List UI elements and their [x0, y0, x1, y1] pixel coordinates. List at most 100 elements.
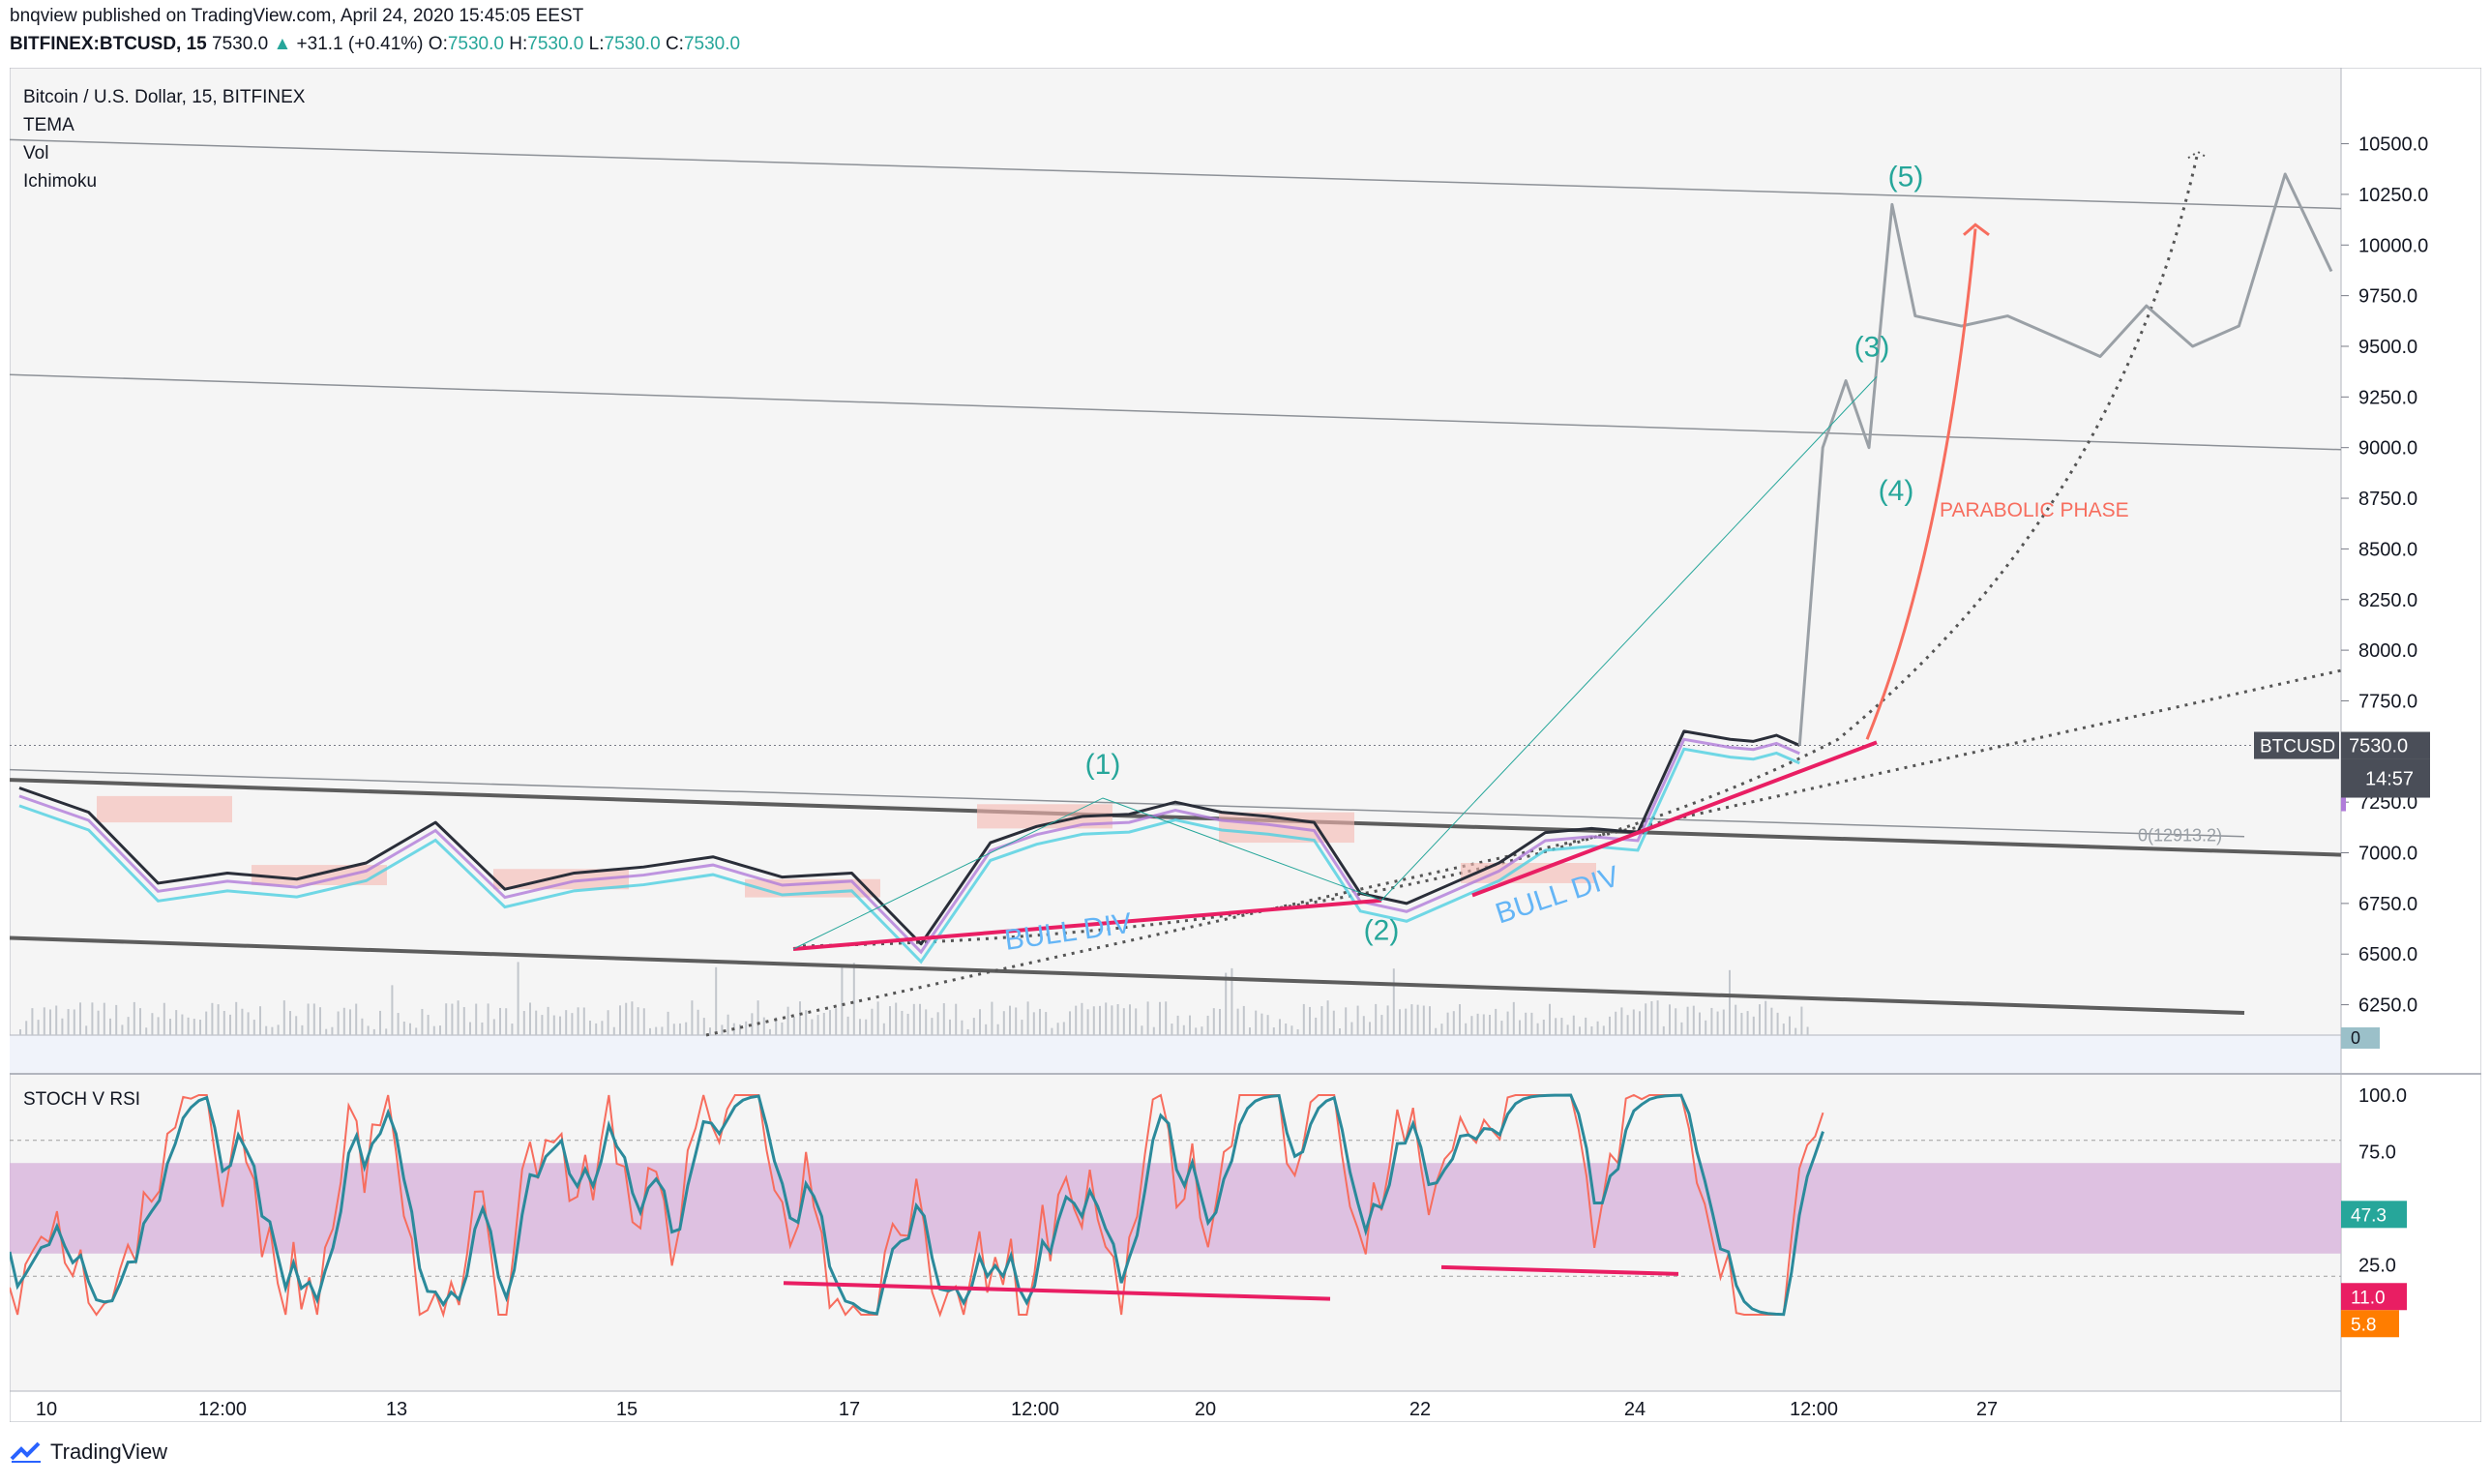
- x-tick-label: 13: [386, 1399, 407, 1420]
- legend-tema: TEMA: [23, 115, 74, 135]
- timer-tag: [2341, 758, 2430, 798]
- volume-bar: [1099, 1005, 1101, 1035]
- volume-bar: [1429, 1006, 1431, 1035]
- volume-bar: [1339, 1028, 1341, 1035]
- volume-bar: [1752, 1016, 1755, 1035]
- volume-bar: [745, 1021, 748, 1035]
- low-label: L:: [588, 34, 605, 54]
- volume-bar: [901, 1010, 904, 1035]
- volume-bar: [577, 1007, 579, 1035]
- volume-bar: [1710, 1007, 1713, 1035]
- volume-bar: [1146, 1001, 1149, 1035]
- volume-bar: [1770, 1007, 1773, 1035]
- volume-bar: [619, 1005, 621, 1035]
- volume-bar: [1452, 1011, 1455, 1035]
- wave-label: (2): [1364, 915, 1400, 947]
- volume-bar: [229, 1014, 231, 1035]
- time-axis[interactable]: [9, 1390, 2342, 1423]
- volume-bar: [552, 1015, 555, 1035]
- volume-bar: [1620, 1007, 1623, 1035]
- volume-bar: [1555, 1018, 1557, 1035]
- channel-upper-line: [9, 778, 2342, 857]
- volume-bar: [265, 1025, 268, 1035]
- volume-bar: [1056, 1023, 1059, 1035]
- volume-bar: [187, 1017, 190, 1035]
- volume-bar: [499, 1007, 501, 1035]
- stoch-k-tag-text: 11.0: [2351, 1288, 2386, 1308]
- volume-bar: [522, 1011, 525, 1035]
- volume-bar: [169, 1019, 171, 1035]
- volume-bar: [1032, 1012, 1035, 1035]
- footer: TradingView: [10, 1439, 167, 1465]
- volume-bar: [481, 1022, 484, 1035]
- wave-label: (3): [1854, 331, 1890, 363]
- osc-div-line-2: [1440, 1264, 1679, 1276]
- volume-bar: [1476, 1013, 1479, 1035]
- volume-bar: [421, 1008, 424, 1035]
- volume-bar: [367, 1025, 370, 1035]
- stoch-k-tag: [2341, 1283, 2407, 1311]
- volume-bar: [822, 1012, 825, 1035]
- volume-bar: [1722, 1009, 1725, 1035]
- volume-bar: [996, 1024, 999, 1035]
- symbol-tag: [2254, 731, 2339, 759]
- volume-bar: [1782, 1024, 1785, 1035]
- last-price: 7530.0: [212, 34, 269, 54]
- x-tick-label: 10: [36, 1399, 57, 1420]
- volume-bar: [1572, 1015, 1575, 1035]
- volume-bar: [1789, 1016, 1791, 1035]
- chart-area[interactable]: Bitcoin / U.S. Dollar, 15, BITFINEX TEMA…: [8, 67, 2482, 1423]
- y-tick-label: 6250.0: [2358, 995, 2417, 1017]
- volume-bar: [1465, 1023, 1468, 1035]
- volume-bar: [121, 1024, 124, 1035]
- volume-bar: [252, 1020, 255, 1035]
- volume-bar: [739, 1024, 741, 1035]
- y-tick-label: 6500.0: [2358, 944, 2417, 965]
- volume-bar: [342, 1007, 345, 1035]
- volume-bar: [1260, 1013, 1263, 1035]
- volume-bar: [319, 1007, 321, 1035]
- volume-bar: [1362, 1016, 1365, 1035]
- volume-bar: [721, 1024, 724, 1035]
- volume-bar: [385, 1028, 388, 1035]
- x-tick-label: 12:00: [1011, 1399, 1059, 1420]
- volume-bar: [1201, 1026, 1203, 1035]
- volume-bar: [1296, 1028, 1299, 1035]
- volume-bar: [1579, 1026, 1581, 1035]
- volume-bar: [103, 1002, 105, 1035]
- osc-div-line-1: [783, 1281, 1331, 1301]
- volume-bar: [1315, 1017, 1318, 1035]
- volume-bar: [1135, 1008, 1138, 1035]
- volume-bar: [1482, 1014, 1485, 1035]
- volume-bar: [889, 1006, 891, 1035]
- volume-bar: [1332, 1010, 1335, 1035]
- stoch-d-line: [8, 1093, 1824, 1317]
- volume-bar: [289, 1011, 291, 1035]
- volume-bar: [301, 1024, 304, 1035]
- parabolic-arrowhead: [1963, 223, 1990, 237]
- volume-bar: [1489, 1015, 1491, 1035]
- volume-bar: [991, 1001, 993, 1035]
- tema-tag: [2341, 797, 2346, 812]
- chart-svg[interactable]: Bitcoin / U.S. Dollar, 15, BITFINEX TEMA…: [8, 67, 2482, 1423]
- price-change: +31.1 (+0.41%): [296, 34, 424, 54]
- volume-bar: [1092, 1006, 1095, 1035]
- upper-trend-line: [9, 138, 2342, 210]
- price-pane[interactable]: [9, 67, 2342, 1036]
- volume-bar: [127, 1017, 130, 1035]
- x-tick-label: 20: [1195, 1399, 1216, 1420]
- volume-bar: [312, 1003, 315, 1035]
- volume-bar: [661, 1026, 664, 1035]
- volume-tag: [2341, 1027, 2380, 1049]
- volume-bar: [1302, 1003, 1305, 1035]
- volume-bar: [1506, 1011, 1509, 1035]
- volume-bar: [1375, 1003, 1378, 1035]
- timer-tag-text: 14:57: [2365, 769, 2414, 790]
- volume-bar: [139, 1008, 141, 1035]
- volume-bar: [1285, 1023, 1288, 1035]
- y-tick-label: 9250.0: [2358, 387, 2417, 408]
- volume-bar: [31, 1008, 34, 1035]
- volume-bar: [985, 1024, 988, 1035]
- volume-bar: [1242, 1005, 1245, 1035]
- volume-bar: [1422, 1005, 1425, 1035]
